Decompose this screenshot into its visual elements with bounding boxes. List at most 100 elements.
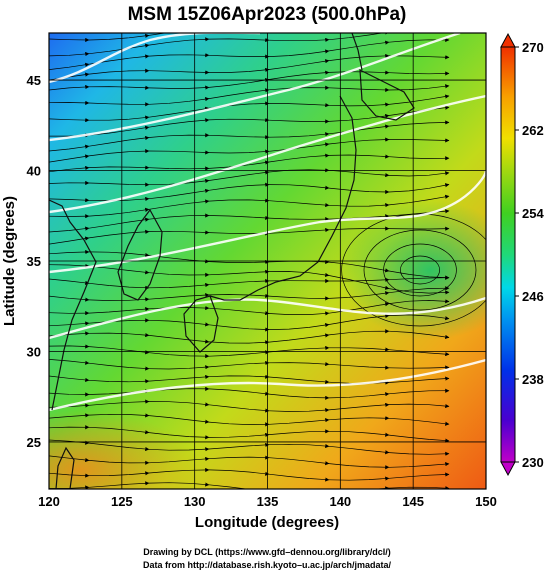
streamline: [328, 329, 390, 336]
streamline: [388, 156, 450, 161]
streamline: [148, 293, 210, 300]
streamline: [88, 251, 150, 258]
streamline: [88, 229, 150, 239]
footer-credit-drawing: Drawing by DCL (https://www.gfd–dennou.o…: [143, 547, 391, 557]
streamline: [268, 443, 330, 449]
streamline: [268, 217, 330, 222]
streamline: [148, 432, 210, 440]
streamline: [88, 85, 150, 90]
coastlines: [49, 33, 415, 489]
y-tick-label: 35: [27, 254, 41, 269]
streamline: [388, 486, 450, 489]
streamline: [209, 67, 270, 73]
streamline: [49, 37, 90, 43]
coastline-korea: [117, 208, 163, 301]
streamline: [88, 125, 150, 136]
contour-line: [49, 33, 461, 142]
streamline: [268, 322, 330, 330]
streamline: [49, 375, 90, 383]
streamline: [328, 70, 390, 75]
streamline: [208, 88, 270, 99]
x-tick-label: 145: [402, 494, 424, 509]
streamline: [388, 472, 450, 479]
streamline: [268, 184, 330, 190]
streamline: [268, 200, 330, 208]
streamline: [208, 259, 270, 265]
streamline: [388, 194, 450, 206]
streamline: [88, 332, 150, 338]
colorbar-max-triangle: [500, 32, 516, 48]
streamline: [148, 272, 210, 277]
streamline: [328, 87, 390, 93]
streamline: [88, 460, 150, 465]
streamline: [208, 442, 270, 450]
streamline: [49, 359, 90, 365]
streamline: [148, 37, 210, 46]
streamline: [88, 135, 150, 147]
streamline: [328, 203, 390, 208]
streamline: [388, 270, 450, 280]
streamline: [89, 115, 150, 121]
streamline: [88, 442, 150, 452]
streamline: [49, 311, 90, 316]
streamline: [208, 469, 270, 476]
streamline: [49, 198, 90, 203]
grid: [49, 33, 486, 489]
streamline: [88, 207, 150, 217]
streamline: [208, 484, 270, 489]
streamline: [148, 213, 210, 220]
streamline: [148, 150, 210, 155]
contour-line: [49, 33, 260, 84]
y-tick-label: 30: [27, 344, 41, 359]
streamline: [148, 456, 210, 464]
streamline: [88, 307, 150, 314]
streamline: [388, 451, 450, 456]
streamline: [208, 269, 270, 276]
streamline: [49, 249, 90, 255]
streamline: [208, 117, 270, 123]
streamline: [328, 363, 390, 370]
streamline: [49, 154, 90, 163]
streamline: [208, 404, 270, 413]
streamline: [328, 169, 390, 178]
streamline: [88, 362, 150, 371]
streamline: [148, 70, 210, 75]
streamline: [388, 55, 450, 60]
streamline: [49, 62, 90, 70]
streamline: [49, 144, 90, 152]
streamline: [208, 78, 270, 88]
streamline: [88, 165, 150, 170]
streamline: [88, 217, 150, 229]
colorbar-tick-label: 262: [522, 123, 544, 138]
coastline-kyushu: [183, 295, 219, 353]
streamline: [88, 182, 150, 187]
streamline: [49, 118, 90, 123]
streamline: [148, 188, 210, 200]
streamline: [388, 417, 450, 426]
footer-credit-data: Data from http://database.rish.kyoto–u.a…: [143, 560, 392, 570]
streamline: [268, 361, 330, 367]
streamline: [49, 226, 90, 233]
colorbar-tick-label: 230: [522, 455, 544, 470]
streamline: [328, 416, 390, 421]
streamline: [389, 138, 450, 143]
streamline: [388, 462, 450, 468]
streamline: [88, 471, 150, 477]
streamline: [388, 275, 450, 281]
streamline: [268, 311, 330, 316]
x-tick-label: 125: [111, 494, 133, 509]
streamline: [389, 25, 449, 32]
streamline: [388, 365, 450, 370]
chart-title: MSM 15Z06Apr2023 (500.0hPa): [128, 4, 407, 25]
streamline: [208, 198, 270, 203]
streamline: [388, 94, 450, 105]
streamline: [208, 350, 270, 357]
streamline: [328, 275, 390, 290]
streamline: [208, 134, 270, 140]
streamline: [388, 120, 450, 127]
streamline: [208, 455, 270, 460]
streamline: [49, 278, 90, 285]
streamline: [88, 297, 150, 302]
streamline: [388, 209, 450, 217]
streamline: [148, 352, 210, 359]
